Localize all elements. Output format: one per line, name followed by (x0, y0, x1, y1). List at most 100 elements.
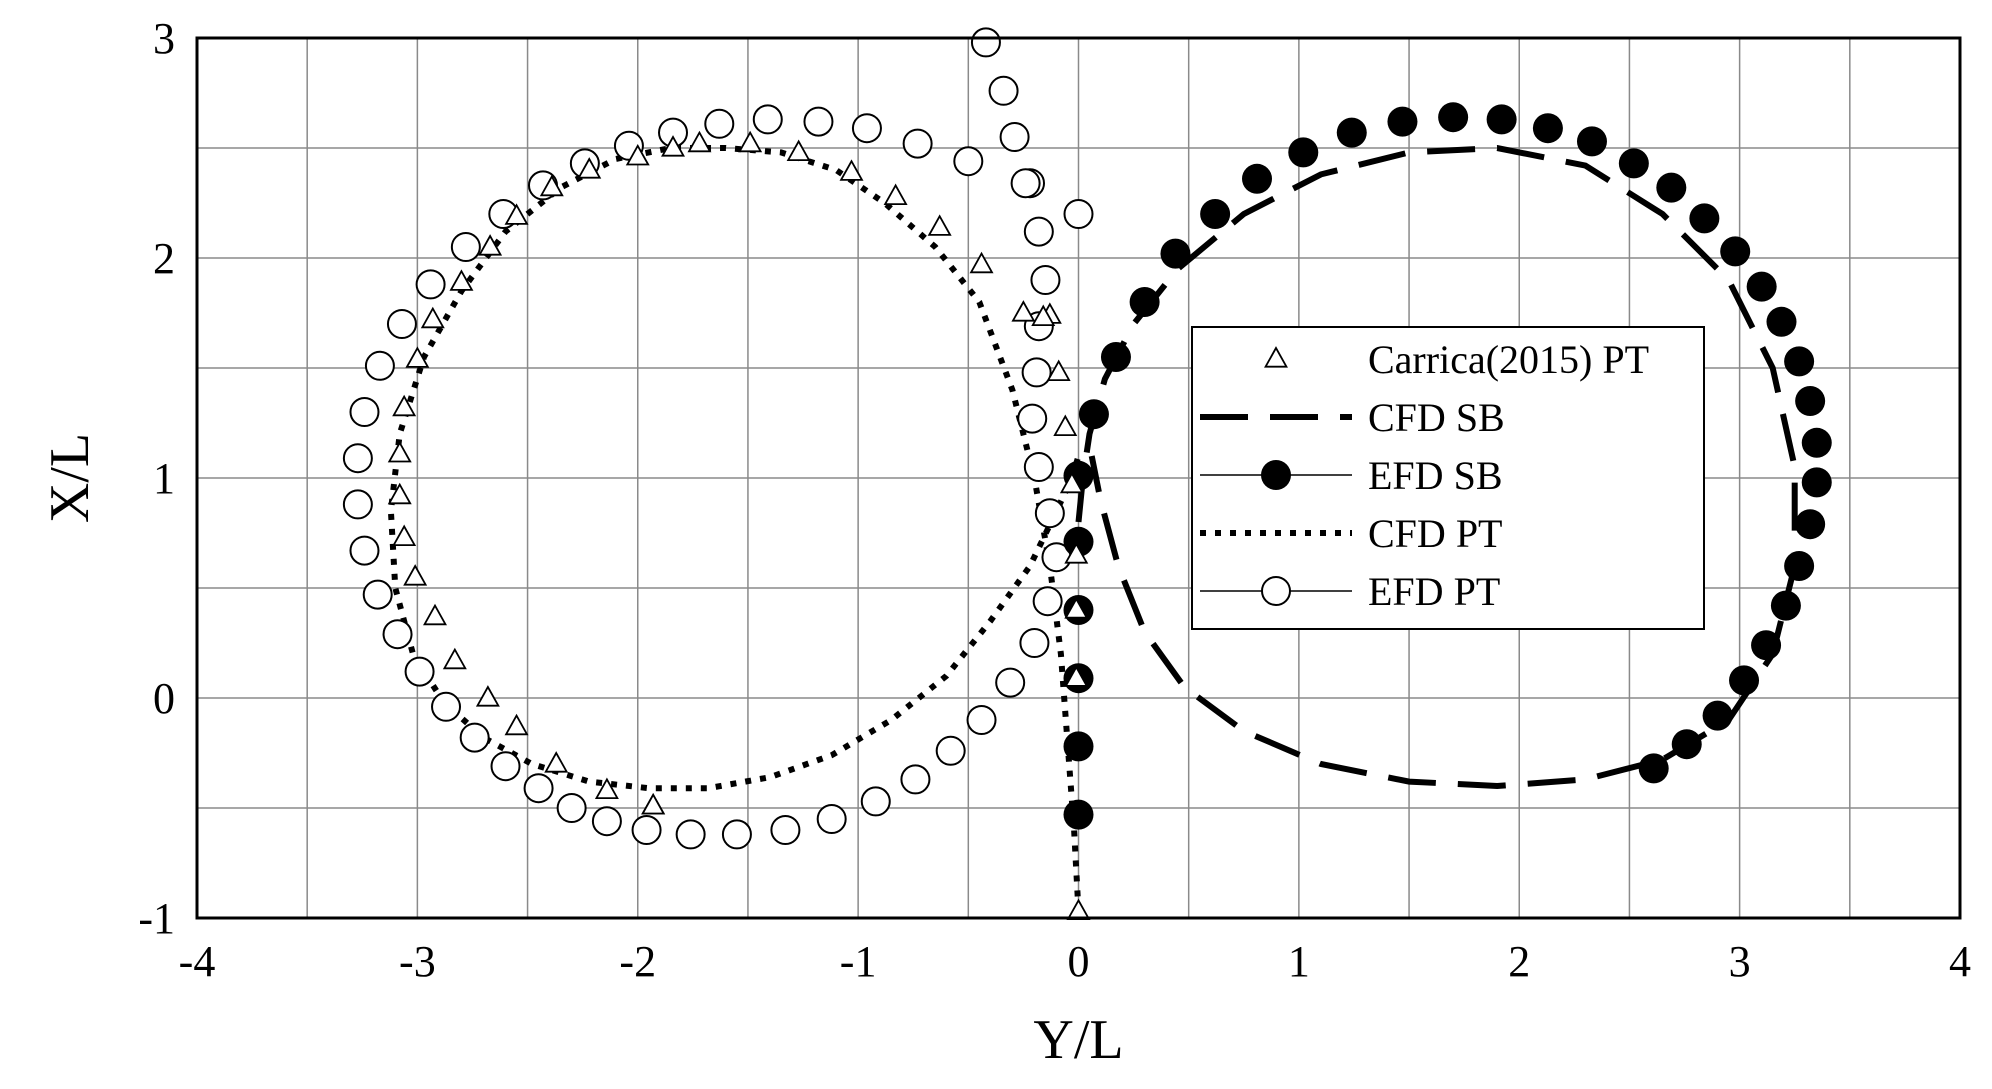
data-point (1438, 102, 1469, 133)
data-point (1031, 304, 1056, 327)
data-point (902, 128, 933, 159)
data-point (752, 104, 783, 135)
data-point (1801, 467, 1832, 498)
data-point (1486, 104, 1517, 135)
data-point (364, 350, 395, 381)
data-point (1638, 753, 1669, 784)
data-point (1729, 665, 1760, 696)
data-point (504, 203, 529, 225)
data-point (1795, 386, 1826, 416)
data-point (1021, 357, 1052, 388)
data-point (1801, 427, 1832, 458)
data-point (1766, 306, 1797, 337)
data-point (544, 751, 569, 773)
data-point (405, 346, 430, 368)
data-point (1064, 597, 1089, 619)
x-tick-label: -1 (840, 937, 877, 986)
x-tick-label: 0 (1068, 937, 1090, 986)
data-point (738, 130, 763, 153)
data-point (490, 751, 521, 782)
tick-labels: -4 -3 -2 -1 0 1 2 3 4 -1 0 1 2 3 (138, 14, 1971, 986)
data-point (1064, 665, 1089, 687)
data-point (1059, 471, 1084, 494)
series-carrica-2015-pt (387, 130, 1091, 920)
data-point (816, 804, 847, 834)
data-point (431, 691, 462, 722)
data-point (362, 579, 393, 610)
legend-swatch (1264, 346, 1288, 368)
data-point (1017, 403, 1048, 434)
data-point (1063, 799, 1094, 830)
data-point (1618, 148, 1649, 179)
x-tick-label: 2 (1508, 937, 1530, 986)
data-point (1063, 526, 1094, 557)
data-point (404, 656, 435, 687)
data-point (1023, 452, 1054, 482)
data-point (386, 309, 417, 339)
data-point (953, 146, 984, 177)
data-point (577, 157, 602, 179)
data-point (1023, 216, 1054, 247)
legend-label: EFD PT (1368, 569, 1500, 614)
legend-label: CFD SB (1368, 395, 1505, 440)
data-point (349, 535, 380, 566)
x-tick-label: -4 (179, 937, 216, 986)
data-point (839, 159, 864, 181)
data-point (1160, 238, 1191, 269)
legend-item: Carrica(2015) PT (1264, 337, 1649, 382)
data-point (1063, 199, 1094, 229)
legend-items: Carrica(2015) PT CFD SB EFD SB CFD PT EFD PT (1200, 337, 1649, 614)
data-point (927, 214, 952, 236)
data-point (1053, 414, 1078, 437)
legend-item: EFD SB (1200, 453, 1503, 498)
data-point (1784, 551, 1815, 581)
data-point (504, 713, 529, 736)
data-point (1100, 342, 1131, 372)
x-tick-label: 3 (1729, 937, 1751, 986)
data-point (999, 122, 1030, 152)
data-point (1064, 542, 1089, 564)
data-point (851, 113, 882, 144)
data-point (1746, 271, 1777, 302)
data-point (478, 234, 503, 256)
data-point (786, 139, 811, 162)
data-point (342, 443, 373, 474)
data-point (969, 251, 994, 274)
x-tick-label: 1 (1288, 937, 1310, 986)
data-point (661, 135, 685, 157)
series-efd-pt (342, 27, 1094, 850)
data-point (449, 269, 474, 291)
data-point (392, 394, 417, 417)
data-point (1532, 113, 1563, 144)
data-point (1784, 346, 1815, 377)
x-tick-label: -2 (619, 937, 656, 986)
data-point (883, 183, 908, 206)
data-point (1576, 126, 1607, 157)
data-point (1336, 117, 1367, 148)
series-line (387, 145, 1082, 912)
series-layer (342, 27, 1832, 920)
y-tick-label: 2 (153, 234, 175, 283)
x-tick-label: -3 (399, 937, 436, 986)
data-point (1702, 700, 1733, 731)
data-point (1063, 731, 1094, 762)
y-tick-label: 0 (153, 674, 175, 723)
data-point (475, 685, 500, 707)
data-point (539, 174, 564, 197)
data-point (687, 130, 712, 153)
plot-frame (195, 36, 1962, 920)
data-point (625, 143, 650, 166)
data-point (1720, 236, 1751, 267)
data-point (459, 722, 490, 753)
series-line (1075, 144, 1798, 790)
y-tick-label: -1 (138, 894, 175, 943)
legend-label: CFD PT (1368, 511, 1503, 556)
legend-item: CFD PT (1200, 511, 1503, 556)
data-point (1032, 586, 1063, 617)
legend-item: EFD PT (1200, 569, 1500, 614)
data-point (591, 806, 622, 837)
data-point (1751, 630, 1782, 661)
data-point (988, 75, 1019, 106)
data-point (966, 705, 997, 735)
